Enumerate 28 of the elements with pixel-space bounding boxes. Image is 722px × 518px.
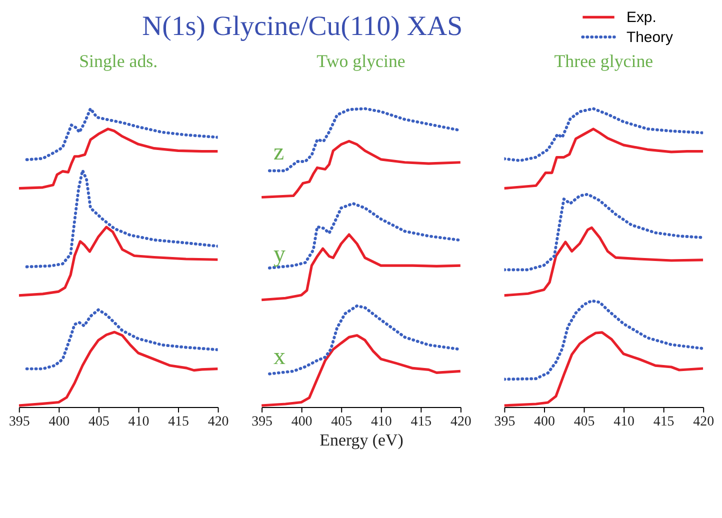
chart-title: Three glycine <box>554 50 654 71</box>
annotation: z <box>273 139 284 166</box>
chart-title: Two glycine <box>316 50 406 71</box>
x-tick-label: 395 <box>252 414 273 430</box>
x-tick-label: 410 <box>128 414 150 430</box>
x-tick-label: 405 <box>331 414 352 430</box>
annotation: y <box>273 242 286 268</box>
x-tick-label: 395 <box>8 414 30 430</box>
x-tick-label: 400 <box>291 414 312 430</box>
x-tick-label: 415 <box>410 414 432 430</box>
x-tick-label: 410 <box>370 414 392 430</box>
x-tick-label: 395 <box>494 414 516 430</box>
x-tick-label: 415 <box>168 414 189 430</box>
x-tick-label: 420 <box>208 414 229 430</box>
x-tick-label: 405 <box>574 414 595 430</box>
x-tick-label: 400 <box>48 414 70 430</box>
x-axis-title: Energy (eV) <box>320 430 404 450</box>
x-tick-label: 420 <box>693 414 714 430</box>
chart-title: Single ads. <box>79 50 158 71</box>
annotation: x <box>273 344 286 370</box>
x-tick-label: 415 <box>653 414 674 430</box>
x-tick-label: 410 <box>614 414 635 430</box>
x-tick-label: 400 <box>534 414 555 430</box>
legend-label: Theory <box>626 30 674 46</box>
legend-label: Exp. <box>626 10 656 26</box>
text: N(1s) Glycine/Cu(110) XAS <box>142 11 463 42</box>
x-tick-label: 405 <box>88 414 110 430</box>
x-tick-label: 420 <box>450 414 472 430</box>
